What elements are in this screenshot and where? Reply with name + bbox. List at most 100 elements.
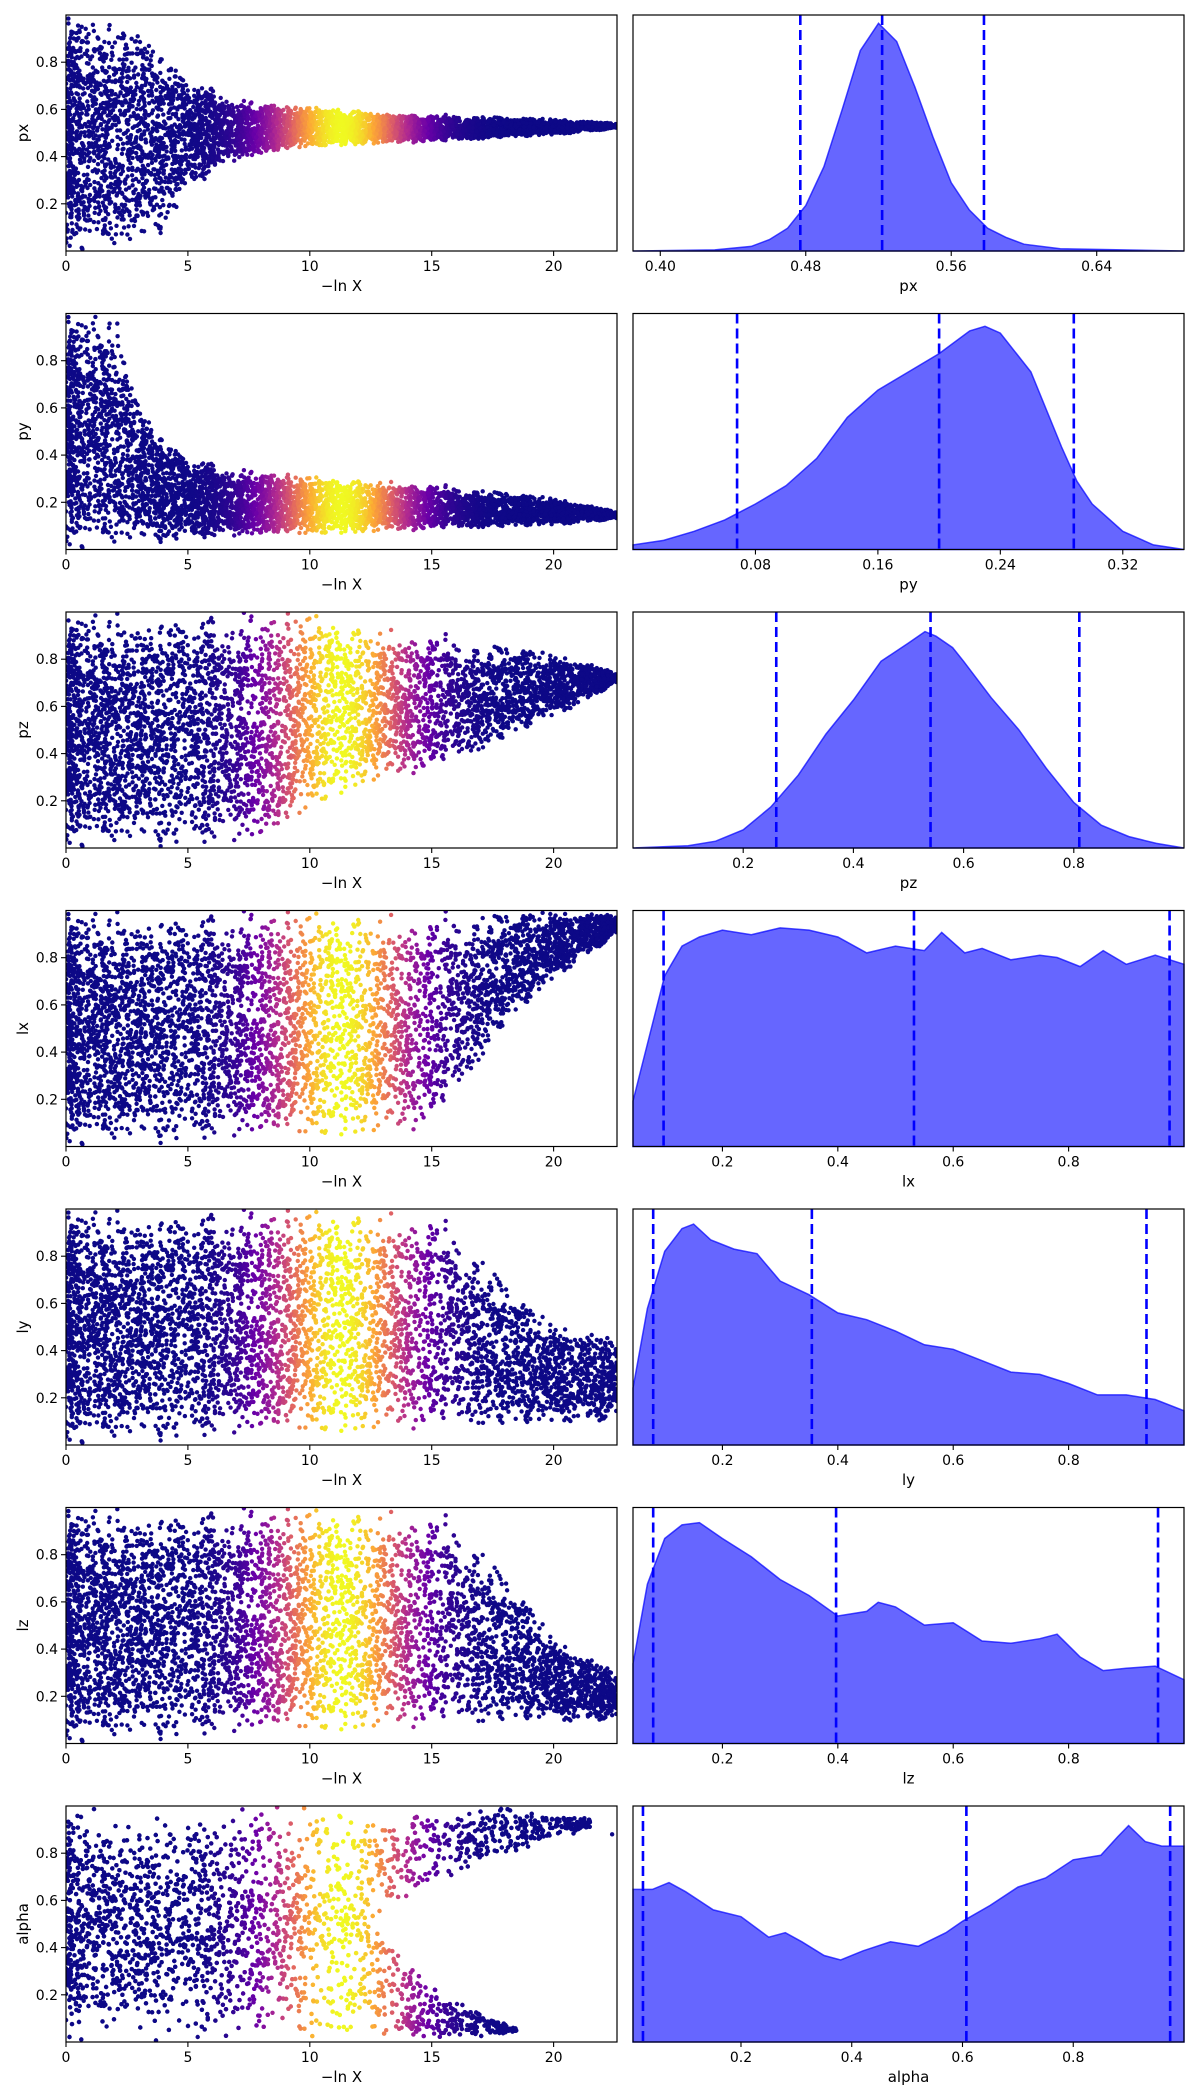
sample-point — [179, 77, 184, 82]
sample-point — [277, 123, 283, 129]
sample-point — [271, 123, 276, 128]
sample-point — [135, 46, 140, 51]
sample-point — [199, 145, 205, 151]
sample-point — [227, 123, 232, 129]
sample-point — [470, 125, 475, 131]
sample-point — [226, 150, 231, 155]
sample-point — [238, 126, 244, 131]
sample-point — [90, 65, 96, 70]
sample-point — [541, 131, 546, 137]
sample-point — [90, 22, 96, 27]
sample-point — [118, 90, 123, 95]
sample-point — [456, 115, 461, 121]
sample-point — [159, 95, 164, 100]
sample-point — [96, 192, 102, 197]
sample-point — [109, 236, 115, 241]
sample-point — [237, 154, 242, 160]
sample-point — [164, 149, 169, 154]
sample-point — [459, 136, 465, 141]
sample-point — [75, 150, 80, 155]
sample-point — [183, 83, 189, 88]
sample-point — [232, 158, 237, 163]
sample-point — [126, 224, 131, 229]
sample-point — [179, 92, 184, 98]
sample-point — [354, 125, 360, 130]
sample-point — [108, 170, 113, 175]
sample-point — [96, 147, 101, 152]
sample-point — [118, 136, 123, 142]
sample-point — [375, 112, 380, 118]
sample-point — [429, 128, 434, 133]
sample-point — [196, 88, 201, 94]
sample-point — [148, 58, 153, 63]
sample-point — [67, 168, 72, 174]
sample-point — [78, 133, 83, 138]
sample-point — [81, 213, 87, 218]
sample-point — [523, 133, 528, 138]
sample-point — [143, 195, 148, 200]
sample-point — [104, 145, 109, 150]
sample-point — [367, 122, 372, 127]
sample-point — [283, 144, 289, 150]
sample-point — [84, 112, 89, 117]
sample-point — [66, 131, 69, 136]
sample-point — [67, 40, 73, 45]
sample-point — [112, 40, 118, 45]
sample-point — [87, 192, 93, 198]
sample-point — [323, 135, 328, 140]
sample-point — [258, 126, 263, 131]
sample-point — [85, 76, 91, 82]
sample-point — [243, 126, 248, 131]
sample-point — [227, 105, 232, 111]
sample-point — [99, 175, 104, 181]
sample-point — [173, 175, 179, 180]
sample-point — [132, 39, 138, 44]
sample-point — [123, 46, 128, 51]
sample-point — [432, 136, 437, 141]
sample-point — [209, 112, 214, 117]
sample-point — [91, 158, 97, 163]
sample-point — [380, 139, 386, 144]
sample-point — [363, 128, 368, 133]
sample-point — [110, 189, 116, 195]
sample-point — [117, 108, 123, 113]
sample-point — [73, 197, 78, 203]
sample-point — [121, 57, 126, 62]
sample-point — [134, 207, 139, 212]
sample-point — [92, 210, 97, 215]
sample-point — [253, 128, 258, 134]
sample-point — [116, 118, 121, 123]
sample-point — [579, 121, 585, 126]
sample-point — [85, 53, 91, 59]
sample-point — [136, 191, 141, 197]
sample-point — [115, 142, 121, 148]
sample-point — [128, 114, 133, 119]
sample-point — [109, 79, 115, 84]
sample-point — [163, 215, 168, 220]
sample-point — [107, 65, 112, 70]
sample-point — [143, 180, 148, 185]
sample-point — [377, 135, 382, 140]
sample-point — [183, 145, 188, 150]
sample-point — [127, 209, 132, 215]
sample-point — [389, 127, 394, 132]
sample-point — [285, 124, 290, 129]
sample-point — [93, 205, 98, 210]
sample-point — [108, 165, 114, 170]
sample-point — [86, 31, 91, 37]
sample-point — [140, 170, 145, 175]
sample-point — [67, 159, 72, 165]
sample-point — [237, 149, 242, 154]
sample-point — [100, 200, 106, 205]
sample-point — [313, 109, 318, 115]
sample-point — [276, 144, 281, 150]
sample-point — [185, 120, 190, 125]
sample-point — [71, 167, 76, 172]
sample-point — [148, 130, 153, 136]
sample-point — [281, 140, 286, 145]
sample-point — [98, 208, 103, 213]
sample-point — [185, 162, 190, 167]
sample-point — [250, 119, 256, 124]
sample-point — [112, 209, 118, 214]
sample-point — [69, 180, 74, 186]
